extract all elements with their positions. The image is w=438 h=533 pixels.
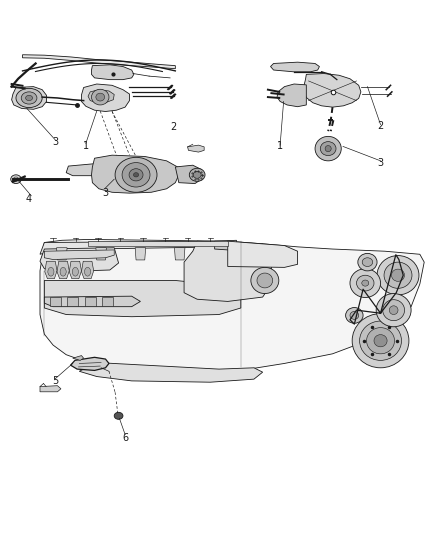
Ellipse shape [392,269,405,281]
Ellipse shape [16,88,42,108]
Ellipse shape [11,175,21,183]
Polygon shape [81,261,94,279]
Polygon shape [71,357,109,370]
Ellipse shape [25,95,32,101]
Text: 5: 5 [52,376,58,386]
Polygon shape [187,145,204,152]
Polygon shape [184,241,272,302]
Polygon shape [57,248,67,260]
Polygon shape [45,261,57,279]
Polygon shape [85,297,96,306]
Ellipse shape [350,311,359,319]
Polygon shape [304,74,361,107]
Text: 1: 1 [277,141,283,151]
Text: 1: 1 [83,141,89,150]
Ellipse shape [134,173,139,177]
Polygon shape [214,248,224,260]
Polygon shape [69,261,81,279]
Ellipse shape [115,157,157,192]
Ellipse shape [362,258,373,266]
Ellipse shape [350,269,381,297]
Ellipse shape [257,273,273,288]
Ellipse shape [320,142,336,156]
Polygon shape [40,248,119,272]
Ellipse shape [357,275,374,291]
Text: 2: 2 [378,121,384,131]
Polygon shape [49,297,61,306]
Polygon shape [96,248,106,260]
Polygon shape [57,261,69,279]
Polygon shape [79,362,263,382]
Polygon shape [40,386,61,392]
Ellipse shape [383,300,405,321]
Ellipse shape [251,268,279,294]
Ellipse shape [315,136,341,161]
Text: 4: 4 [26,194,32,204]
Ellipse shape [384,262,412,288]
Text: 2: 2 [170,122,176,132]
Ellipse shape [362,280,369,286]
Ellipse shape [193,171,201,179]
Ellipse shape [21,92,37,104]
Ellipse shape [376,294,411,327]
Polygon shape [228,241,297,268]
Polygon shape [88,90,114,103]
Ellipse shape [60,268,66,276]
Polygon shape [135,248,146,260]
Ellipse shape [189,168,205,181]
Ellipse shape [96,93,105,101]
Ellipse shape [360,321,402,360]
Ellipse shape [325,146,331,152]
Ellipse shape [377,256,419,295]
Polygon shape [174,248,185,260]
Polygon shape [92,155,179,193]
Ellipse shape [122,163,150,187]
Polygon shape [40,239,424,374]
Ellipse shape [358,253,377,271]
Text: 6: 6 [122,433,128,442]
Text: 3: 3 [52,137,58,147]
Polygon shape [22,55,175,69]
Polygon shape [277,84,306,107]
Polygon shape [12,87,46,109]
Ellipse shape [48,268,54,276]
Ellipse shape [367,328,395,354]
Ellipse shape [114,413,123,419]
Polygon shape [73,356,84,360]
Polygon shape [102,297,113,306]
Polygon shape [44,280,241,317]
Ellipse shape [352,313,409,368]
Ellipse shape [374,335,387,347]
Polygon shape [271,62,319,72]
Text: 3: 3 [102,188,109,198]
Text: 3: 3 [378,158,384,168]
Ellipse shape [389,306,398,314]
Ellipse shape [85,268,91,276]
Ellipse shape [92,89,109,105]
Ellipse shape [346,308,363,323]
Ellipse shape [72,268,78,276]
Polygon shape [175,165,201,183]
Polygon shape [67,297,78,306]
Ellipse shape [129,169,143,181]
Polygon shape [215,240,237,250]
Polygon shape [40,241,228,254]
Polygon shape [81,84,130,111]
Polygon shape [88,241,228,246]
Polygon shape [92,65,134,79]
Polygon shape [44,296,141,306]
Polygon shape [66,163,117,176]
Polygon shape [44,250,114,260]
